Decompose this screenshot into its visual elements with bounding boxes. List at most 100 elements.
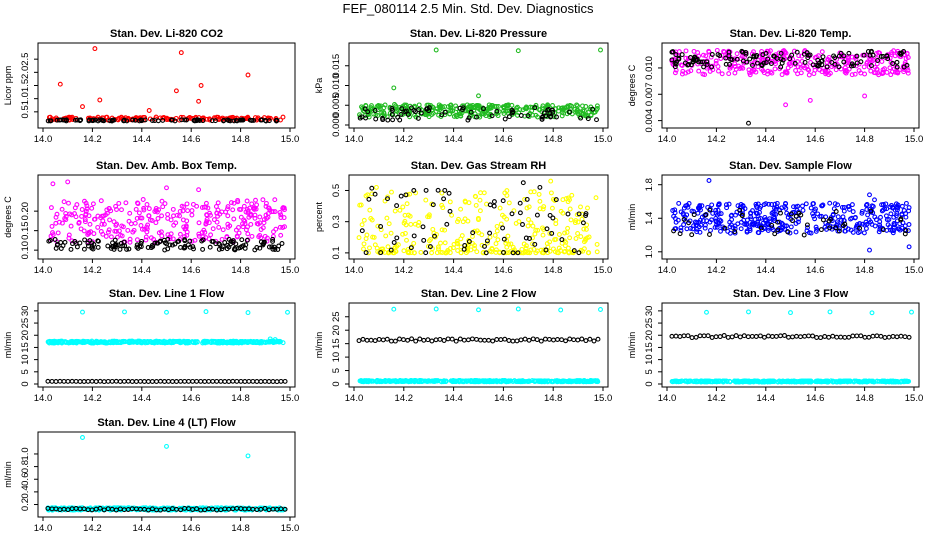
x-tick-label: 14.4 (133, 523, 152, 534)
data-point (494, 108, 500, 114)
data-point (228, 200, 234, 206)
y-tick-label: 30 (20, 306, 31, 317)
data-point (168, 217, 174, 223)
data-point (581, 378, 586, 384)
data-point (542, 336, 548, 342)
data-point (417, 336, 423, 342)
data-point (826, 54, 832, 60)
data-point (112, 244, 118, 250)
data-point (189, 208, 195, 214)
data-point (845, 379, 850, 385)
data-point (527, 236, 532, 241)
data-point (177, 231, 183, 237)
series-secondary (671, 207, 909, 238)
data-point (201, 115, 206, 121)
data-point (280, 205, 286, 211)
y-tick-label: 0.2 (20, 498, 31, 511)
data-point (266, 205, 272, 211)
data-point (106, 227, 112, 233)
data-point (682, 378, 688, 384)
data-point (830, 333, 836, 339)
data-point (768, 61, 774, 66)
data-point (851, 379, 857, 385)
data-point (676, 200, 682, 206)
data-point (899, 211, 905, 217)
data-point (841, 59, 847, 65)
chart-panel: Stan. Dev. Sample Flow 14.0 14.2 14.4 14.6 14… (627, 160, 923, 276)
data-point (427, 244, 433, 250)
data-point (759, 62, 765, 68)
data-point (733, 333, 739, 339)
data-point (261, 239, 267, 245)
data-point (361, 241, 367, 247)
data-point (575, 103, 580, 109)
data-point (433, 378, 439, 384)
data-point (846, 50, 852, 56)
data-point (875, 58, 881, 63)
data-point (581, 239, 587, 245)
data-point (199, 238, 205, 244)
data-point (225, 204, 231, 210)
x-tick-label: 15.0 (594, 134, 613, 145)
data-point (126, 246, 132, 252)
data-point (153, 220, 159, 226)
x-tick-label: 14.4 (133, 134, 152, 145)
data-point (433, 337, 439, 343)
data-point (791, 204, 796, 210)
data-point (515, 306, 521, 312)
data-point (200, 118, 206, 124)
data-point (493, 247, 499, 253)
y-tick-label: 0.15 (20, 221, 31, 240)
data-point (553, 221, 559, 227)
data-point (117, 246, 123, 252)
data-point (494, 223, 500, 229)
data-point (431, 230, 437, 236)
data-point (62, 216, 68, 221)
data-point (366, 196, 372, 202)
data-point (677, 378, 683, 384)
data-point (356, 235, 362, 241)
data-point (594, 241, 600, 247)
data-point (380, 115, 385, 121)
y-axis-label: ml/min (3, 461, 13, 488)
data-point (724, 205, 730, 211)
chart-title: Stan. Dev. Line 4 (LT) Flow (97, 417, 236, 429)
data-point (833, 209, 839, 214)
data-point (700, 52, 706, 58)
data-point (812, 216, 818, 222)
data-point (696, 68, 702, 74)
data-point (108, 234, 114, 240)
data-point (536, 378, 542, 384)
data-point (758, 203, 764, 209)
data-point (724, 379, 730, 385)
data-point (55, 339, 61, 345)
data-point (160, 204, 166, 210)
data-point (721, 333, 727, 338)
data-point (580, 220, 586, 226)
data-point (397, 117, 403, 123)
data-point (267, 336, 273, 342)
data-point (681, 212, 686, 218)
data-point (99, 213, 105, 219)
data-point (691, 223, 697, 229)
data-point (754, 379, 760, 384)
data-point (262, 505, 268, 511)
data-point (236, 339, 242, 345)
data-point (734, 51, 740, 57)
data-point (888, 211, 894, 217)
data-point (901, 49, 907, 54)
data-point (428, 237, 433, 242)
data-point (547, 231, 553, 236)
data-point (586, 250, 592, 256)
data-point (167, 236, 173, 242)
data-point (794, 49, 800, 55)
data-point (142, 226, 148, 232)
data-point (401, 248, 407, 254)
data-point (571, 248, 577, 254)
data-point (66, 235, 72, 241)
x-tick-label: 14.4 (757, 265, 776, 276)
x-tick-label: 14.4 (757, 134, 776, 145)
data-point (189, 339, 195, 345)
data-point (894, 379, 900, 385)
data-point (248, 221, 254, 227)
